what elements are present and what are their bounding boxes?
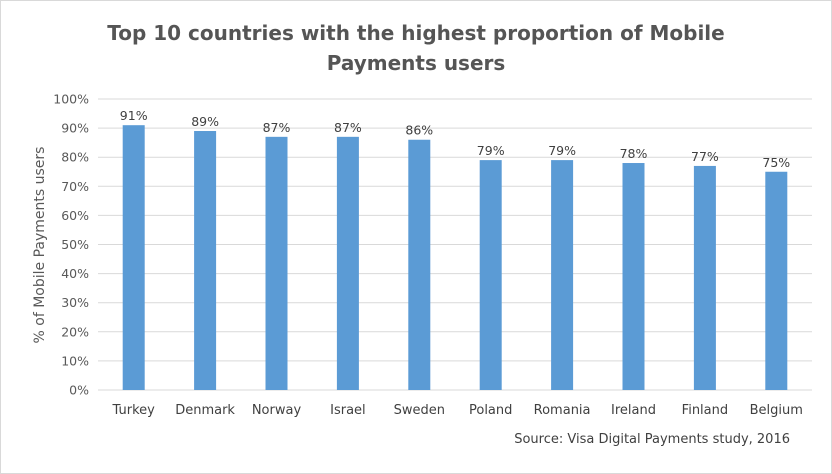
data-label-norway: 87% xyxy=(263,120,291,135)
y-tick-label: 80% xyxy=(61,150,89,165)
y-tick-label: 40% xyxy=(61,266,89,281)
y-axis-label: % of Mobile Payments users xyxy=(32,147,48,344)
y-tick-label: 20% xyxy=(61,324,89,339)
bars xyxy=(122,125,788,390)
category-label-denmark: Denmark xyxy=(175,403,235,418)
category-label-sweden: Sweden xyxy=(394,403,445,418)
bar-romania xyxy=(551,160,574,390)
y-tick-label: 10% xyxy=(61,353,89,368)
data-label-ireland: 78% xyxy=(620,146,648,161)
category-label-israel: Israel xyxy=(330,403,366,418)
data-label-romania: 79% xyxy=(548,143,576,158)
chart-title-line-2: Payments users xyxy=(326,51,506,75)
category-label-turkey: Turkey xyxy=(112,403,156,418)
category-label-romania: Romania xyxy=(534,403,591,418)
bar-norway xyxy=(265,136,288,390)
y-axis-tick-labels: 0% 10% 20% 30% 40% 50% 60% 70% 80% 90% 100% xyxy=(53,92,89,398)
data-label-turkey: 91% xyxy=(120,108,148,123)
category-label-poland: Poland xyxy=(469,403,512,418)
y-tick-label: 0% xyxy=(69,383,89,398)
bar-turkey xyxy=(122,125,145,390)
bar-sweden xyxy=(408,139,431,390)
data-label-finland: 77% xyxy=(691,149,719,164)
data-label-denmark: 89% xyxy=(191,114,219,129)
x-axis-category-labels: Turkey Denmark Norway Israel Sweden Poland Rom… xyxy=(112,403,803,418)
y-tick-label: 90% xyxy=(61,121,89,136)
y-tick-label: 70% xyxy=(61,179,89,194)
source-note: Source: Visa Digital Payments study, 201… xyxy=(514,432,790,447)
category-label-norway: Norway xyxy=(252,403,302,418)
bar-denmark xyxy=(194,131,217,390)
y-tick-label: 100% xyxy=(53,92,89,107)
data-label-israel: 87% xyxy=(334,120,362,135)
chart-title: Top 10 countries with the highest propor… xyxy=(0,18,832,78)
bar-belgium xyxy=(765,171,788,390)
data-label-sweden: 86% xyxy=(405,123,433,138)
y-tick-label: 50% xyxy=(61,237,89,252)
bar-poland xyxy=(479,160,502,390)
bar-ireland xyxy=(622,163,645,390)
y-tick-label: 60% xyxy=(61,208,89,223)
gridlines xyxy=(98,98,812,391)
bar-finland xyxy=(693,165,716,390)
data-labels: 91% 89% 87% 87% 86% 79% 79% 78% 77% 75% xyxy=(120,108,791,170)
y-tick-label: 30% xyxy=(61,295,89,310)
category-label-finland: Finland xyxy=(682,403,728,418)
category-label-ireland: Ireland xyxy=(611,403,656,418)
chart-title-line-1: Top 10 countries with the highest propor… xyxy=(107,21,725,45)
data-label-poland: 79% xyxy=(477,143,505,158)
bar-israel xyxy=(336,136,359,390)
category-label-belgium: Belgium xyxy=(750,403,803,418)
data-label-belgium: 75% xyxy=(762,155,790,170)
